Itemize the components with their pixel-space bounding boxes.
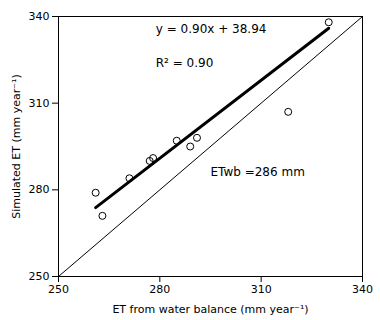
svg-text:280: 280: [149, 283, 170, 296]
svg-text:ETwb =286 mm: ETwb =286 mm: [211, 165, 305, 179]
svg-text:310: 310: [251, 283, 272, 296]
svg-text:ET from water balance (mm year: ET from water balance (mm year⁻¹): [112, 303, 308, 316]
svg-text:250: 250: [48, 283, 69, 296]
svg-text:y = 0.90x + 38.94: y = 0.90x + 38.94: [156, 22, 267, 36]
svg-text:R² = 0.90: R² = 0.90: [156, 56, 214, 70]
svg-text:280: 280: [29, 183, 50, 196]
svg-text:310: 310: [29, 97, 50, 110]
svg-text:250: 250: [29, 270, 50, 283]
svg-text:340: 340: [352, 283, 373, 296]
svg-text:340: 340: [29, 10, 50, 23]
svg-text:Simulated ET (mm year⁻¹): Simulated ET (mm year⁻¹): [10, 74, 23, 219]
